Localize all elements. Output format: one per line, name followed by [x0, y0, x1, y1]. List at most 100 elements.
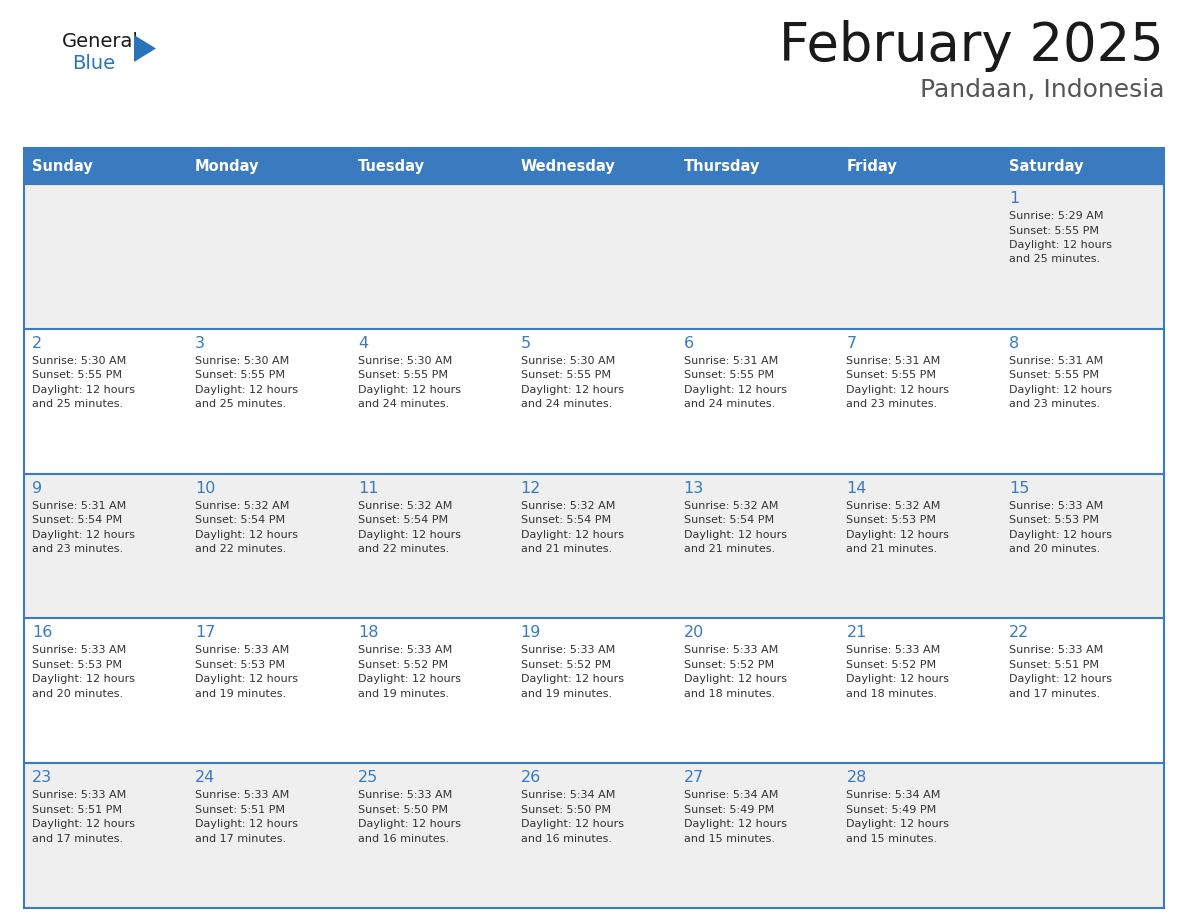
Bar — [349, 619, 512, 763]
Bar — [24, 184, 187, 329]
Text: Daylight: 12 hours: Daylight: 12 hours — [520, 675, 624, 685]
Bar — [349, 148, 512, 184]
Bar — [1001, 763, 1164, 908]
Text: Daylight: 12 hours: Daylight: 12 hours — [32, 530, 135, 540]
Text: Daylight: 12 hours: Daylight: 12 hours — [846, 675, 949, 685]
Text: Saturday: Saturday — [1010, 159, 1083, 174]
Text: Daylight: 12 hours: Daylight: 12 hours — [1010, 675, 1112, 685]
Text: Daylight: 12 hours: Daylight: 12 hours — [1010, 385, 1112, 395]
Text: and 19 minutes.: and 19 minutes. — [195, 688, 286, 699]
Text: Friday: Friday — [846, 159, 897, 174]
Bar — [349, 329, 512, 474]
Text: Sunday: Sunday — [32, 159, 93, 174]
Text: Sunset: 5:51 PM: Sunset: 5:51 PM — [195, 805, 285, 814]
Bar — [512, 474, 676, 619]
Text: Sunrise: 5:30 AM: Sunrise: 5:30 AM — [520, 356, 615, 365]
Text: 8: 8 — [1010, 336, 1019, 351]
Text: and 23 minutes.: and 23 minutes. — [846, 399, 937, 409]
Text: Daylight: 12 hours: Daylight: 12 hours — [195, 675, 298, 685]
Text: Daylight: 12 hours: Daylight: 12 hours — [683, 385, 786, 395]
Text: Sunrise: 5:32 AM: Sunrise: 5:32 AM — [195, 500, 290, 510]
Text: and 23 minutes.: and 23 minutes. — [32, 544, 124, 554]
Text: Sunset: 5:52 PM: Sunset: 5:52 PM — [520, 660, 611, 670]
Text: Daylight: 12 hours: Daylight: 12 hours — [846, 385, 949, 395]
Text: Sunset: 5:52 PM: Sunset: 5:52 PM — [358, 660, 448, 670]
Text: 15: 15 — [1010, 481, 1030, 496]
Text: Sunrise: 5:31 AM: Sunrise: 5:31 AM — [846, 356, 941, 365]
Text: Sunrise: 5:34 AM: Sunrise: 5:34 AM — [846, 790, 941, 800]
Text: 23: 23 — [32, 770, 52, 785]
Bar — [676, 763, 839, 908]
Text: and 23 minutes.: and 23 minutes. — [1010, 399, 1100, 409]
Text: Daylight: 12 hours: Daylight: 12 hours — [846, 819, 949, 829]
Text: Daylight: 12 hours: Daylight: 12 hours — [1010, 240, 1112, 250]
Text: Sunrise: 5:33 AM: Sunrise: 5:33 AM — [358, 645, 453, 655]
Text: Sunrise: 5:33 AM: Sunrise: 5:33 AM — [195, 790, 289, 800]
Text: 20: 20 — [683, 625, 703, 641]
Text: 28: 28 — [846, 770, 867, 785]
Text: Sunrise: 5:31 AM: Sunrise: 5:31 AM — [683, 356, 778, 365]
Text: Daylight: 12 hours: Daylight: 12 hours — [520, 819, 624, 829]
Bar — [512, 763, 676, 908]
Text: Sunset: 5:52 PM: Sunset: 5:52 PM — [683, 660, 773, 670]
Text: 25: 25 — [358, 770, 378, 785]
Text: Sunset: 5:53 PM: Sunset: 5:53 PM — [846, 515, 936, 525]
Bar — [839, 619, 1001, 763]
Bar — [512, 148, 676, 184]
Text: Sunrise: 5:34 AM: Sunrise: 5:34 AM — [683, 790, 778, 800]
Bar — [1001, 329, 1164, 474]
Text: and 24 minutes.: and 24 minutes. — [683, 399, 775, 409]
Bar — [839, 184, 1001, 329]
Text: Sunrise: 5:31 AM: Sunrise: 5:31 AM — [1010, 356, 1104, 365]
Bar — [839, 763, 1001, 908]
Text: and 22 minutes.: and 22 minutes. — [358, 544, 449, 554]
Text: 21: 21 — [846, 625, 867, 641]
Text: Sunrise: 5:33 AM: Sunrise: 5:33 AM — [683, 645, 778, 655]
Bar — [839, 329, 1001, 474]
Bar — [1001, 619, 1164, 763]
Text: Sunrise: 5:33 AM: Sunrise: 5:33 AM — [32, 645, 126, 655]
Text: and 20 minutes.: and 20 minutes. — [32, 688, 124, 699]
Text: and 17 minutes.: and 17 minutes. — [195, 834, 286, 844]
Bar — [512, 619, 676, 763]
Text: 5: 5 — [520, 336, 531, 351]
Text: General: General — [62, 32, 139, 51]
Text: Sunset: 5:54 PM: Sunset: 5:54 PM — [358, 515, 448, 525]
Text: Daylight: 12 hours: Daylight: 12 hours — [683, 819, 786, 829]
Bar — [187, 148, 349, 184]
Text: Sunrise: 5:33 AM: Sunrise: 5:33 AM — [846, 645, 941, 655]
Text: 7: 7 — [846, 336, 857, 351]
Text: 19: 19 — [520, 625, 541, 641]
Bar — [349, 763, 512, 908]
Text: Daylight: 12 hours: Daylight: 12 hours — [358, 385, 461, 395]
Bar — [676, 474, 839, 619]
Bar — [187, 474, 349, 619]
Text: Daylight: 12 hours: Daylight: 12 hours — [358, 675, 461, 685]
Text: Sunrise: 5:29 AM: Sunrise: 5:29 AM — [1010, 211, 1104, 221]
Text: 27: 27 — [683, 770, 703, 785]
Text: 24: 24 — [195, 770, 215, 785]
Text: and 24 minutes.: and 24 minutes. — [358, 399, 449, 409]
Text: Sunrise: 5:33 AM: Sunrise: 5:33 AM — [520, 645, 615, 655]
Text: and 15 minutes.: and 15 minutes. — [683, 834, 775, 844]
Text: Sunrise: 5:30 AM: Sunrise: 5:30 AM — [32, 356, 126, 365]
Text: Sunset: 5:53 PM: Sunset: 5:53 PM — [195, 660, 285, 670]
Text: and 21 minutes.: and 21 minutes. — [846, 544, 937, 554]
Text: 11: 11 — [358, 481, 378, 496]
Text: Sunrise: 5:32 AM: Sunrise: 5:32 AM — [846, 500, 941, 510]
Text: 10: 10 — [195, 481, 215, 496]
Text: 3: 3 — [195, 336, 206, 351]
Text: and 18 minutes.: and 18 minutes. — [846, 688, 937, 699]
Text: 1: 1 — [1010, 191, 1019, 206]
Bar — [1001, 184, 1164, 329]
Text: Monday: Monday — [195, 159, 259, 174]
Bar — [187, 619, 349, 763]
Bar — [24, 329, 187, 474]
Text: and 25 minutes.: and 25 minutes. — [195, 399, 286, 409]
Bar — [24, 148, 187, 184]
Text: Tuesday: Tuesday — [358, 159, 425, 174]
Text: Sunrise: 5:32 AM: Sunrise: 5:32 AM — [683, 500, 778, 510]
Text: Daylight: 12 hours: Daylight: 12 hours — [32, 675, 135, 685]
Text: Sunset: 5:55 PM: Sunset: 5:55 PM — [358, 370, 448, 380]
Text: Sunset: 5:49 PM: Sunset: 5:49 PM — [683, 805, 773, 814]
